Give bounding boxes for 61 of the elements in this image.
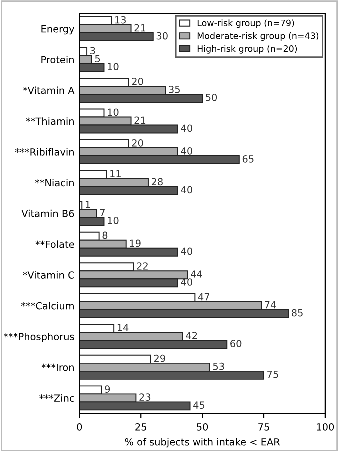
x-axis-title: % of subjects with intake < EAR [125,438,280,448]
data-label: 19 [130,240,141,248]
y-tick-label: **Folate [36,240,74,248]
x-tick-label: 75 [258,424,270,431]
data-label: 40 [181,186,192,194]
data-label: 50 [206,94,218,102]
y-tick-label: ***Zinc [40,394,74,402]
data-label: 35 [169,86,180,94]
data-label: 3 [90,47,96,55]
data-label: 22 [137,262,148,270]
data-label: 11 [110,170,121,178]
data-label: 21 [134,116,146,124]
x-tick-label: 0 [77,423,82,431]
data-label: 13 [115,16,126,24]
data-label: 29 [154,354,166,362]
data-label: 30 [156,32,168,40]
data-label: 1 [86,201,90,208]
data-label: 74 [265,301,276,309]
data-label: 44 [191,270,202,278]
data-label: 5 [95,55,100,63]
data-label: 40 [181,124,192,132]
data-label: 21 [134,24,146,32]
data-label: 40 [181,248,192,256]
x-tick-label: 100 [317,423,334,431]
data-label: 8 [102,232,108,240]
data-label: 45 [194,402,205,410]
data-label: 10 [108,217,119,224]
data-label: 75 [268,371,278,378]
y-tick-label: **Thiamin [26,118,74,126]
y-tick-label: Protein [42,56,74,64]
data-label: 10 [108,63,119,71]
y-tick-label: ***Iron [42,364,74,372]
y-tick-label: *Vitamin A [23,86,75,94]
data-label: 42 [186,332,198,340]
x-tick-label: 50 [197,423,208,431]
data-label: 20 [132,78,144,86]
data-label: 65 [242,155,254,163]
legend-label: Moderate-risk group (n=43) [198,32,319,41]
y-tick-label: **Niacin [35,179,74,187]
y-tick-label: ***Phosphorus [4,332,74,342]
data-label: 10 [108,108,119,116]
x-tick-label: 25 [136,423,146,431]
data-label: 7 [100,209,105,216]
data-label: 40 [181,147,192,155]
data-label: 40 [181,278,192,286]
data-label: 85 [292,309,303,317]
y-tick-label: Vitamin B6 [22,210,74,218]
data-label: 9 [105,386,110,394]
y-tick-label: Energy [42,26,75,35]
data-label: 14 [118,324,129,332]
legend-label: High-risk group (n=20) [198,45,298,54]
data-label: 47 [198,293,210,301]
y-tick-label: *Vitamin C [23,271,74,279]
data-label: 60 [230,340,242,348]
data-label: 28 [152,178,163,186]
legend-label: Low-risk group (n=79) [198,20,294,28]
y-tick-label: ***Calcium [21,302,74,310]
y-tick-label: ***Ribiflavin [15,148,74,156]
data-label: 53 [213,362,224,370]
data-label: 23 [140,394,151,402]
data-label: 20 [132,139,144,147]
